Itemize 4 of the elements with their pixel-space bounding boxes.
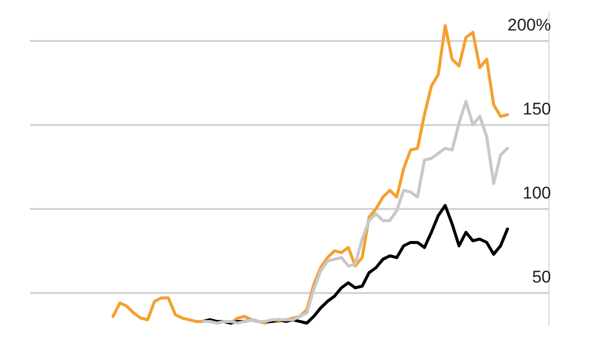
y-tick-label: 200% [508,15,551,34]
y-tick-label: 100 [522,184,551,203]
y-tick-label: 50 [532,268,551,287]
y-tick-label: 150 [522,99,551,118]
